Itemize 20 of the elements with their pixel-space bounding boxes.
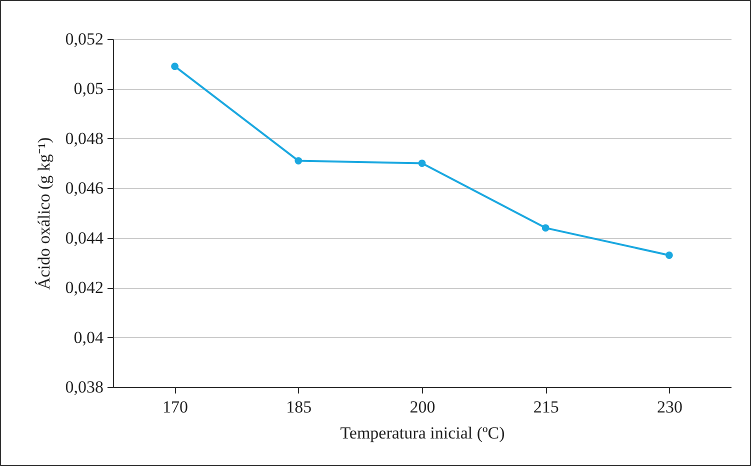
x-tick-label: 185 bbox=[286, 398, 312, 416]
y-tick-label: 0,046 bbox=[65, 178, 104, 198]
y-tick-label: 0,048 bbox=[65, 128, 104, 148]
point bbox=[171, 62, 179, 70]
x-axis-title: Temperatura inicial (ºC) bbox=[340, 424, 505, 442]
x-tick-label: 215 bbox=[533, 398, 559, 416]
point bbox=[418, 160, 426, 167]
x-tick-label: 200 bbox=[410, 398, 436, 416]
x-tick-label: 170 bbox=[162, 398, 188, 416]
y-tick-label: 0,052 bbox=[65, 30, 104, 48]
y-tick-label: 0,04 bbox=[74, 328, 104, 347]
y-axis-title: Ácido oxálico (g kg⁻¹) bbox=[34, 137, 54, 290]
y-tick-label: 0,044 bbox=[65, 228, 104, 248]
point bbox=[542, 224, 550, 232]
point bbox=[294, 157, 302, 164]
y-tick-label: 0,042 bbox=[65, 278, 104, 298]
point bbox=[665, 252, 673, 259]
x-tick-label: 230 bbox=[656, 398, 682, 416]
y-tick-label: 0,038 bbox=[65, 378, 104, 396]
y-tick-label: 0,05 bbox=[74, 79, 104, 98]
